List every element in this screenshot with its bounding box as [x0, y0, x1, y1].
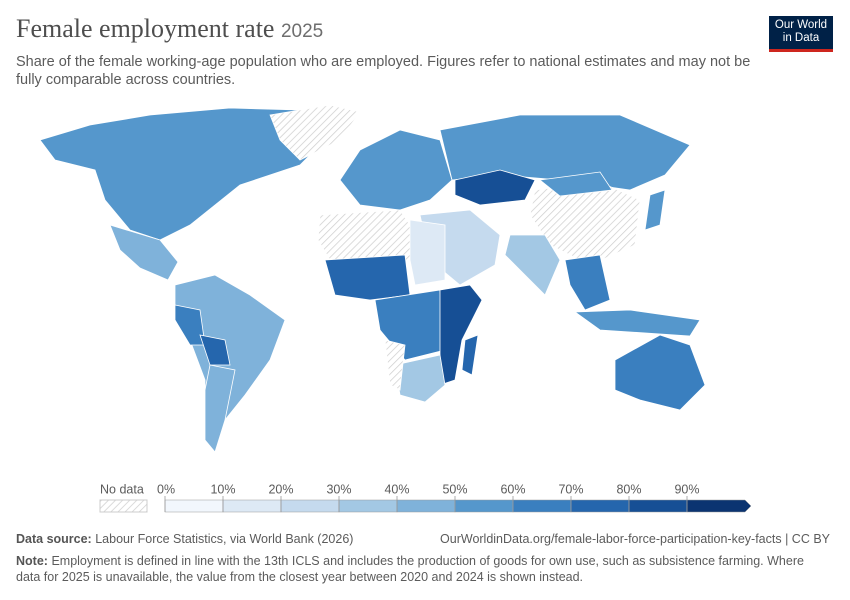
- no-data-swatch: [99, 499, 148, 513]
- region: [174, 274, 286, 451]
- region: [454, 169, 536, 206]
- source: Data source: Labour Force Statistics, vi…: [16, 532, 353, 546]
- region: [614, 334, 706, 411]
- legend-swatch: [396, 499, 456, 513]
- map: No data 0% 10% 20% 30% 40% 50% 60% 70% 80% 90%: [39, 104, 752, 513]
- region: [504, 234, 561, 296]
- legend-tick-label: 50%: [442, 482, 467, 496]
- logo-line: in Data: [782, 32, 820, 44]
- no-data-region: [269, 104, 361, 161]
- no-data-region: [384, 339, 406, 391]
- no-data-region: [317, 209, 421, 261]
- region: [539, 171, 613, 197]
- legend-tick-label: 60%: [500, 482, 525, 496]
- region: [199, 334, 231, 366]
- title: Female employment rate: [16, 14, 275, 43]
- region: [174, 304, 206, 346]
- legend-swatch: [570, 499, 630, 513]
- note-label: Note:: [16, 554, 48, 568]
- region: [324, 254, 411, 301]
- legend-swatch: [628, 499, 688, 513]
- legend-swatch: [454, 499, 514, 513]
- region: [39, 107, 331, 241]
- region: [439, 284, 483, 386]
- logo-line: Our World: [774, 19, 828, 31]
- legend-swatch: [280, 499, 340, 513]
- region: [644, 189, 666, 231]
- legend-tick-label: 10%: [210, 482, 235, 496]
- legend-tick-label: 80%: [616, 482, 641, 496]
- source-label: Data source:: [16, 532, 92, 546]
- note-text: Employment is defined in line with the 1…: [16, 554, 804, 584]
- region: [339, 129, 453, 211]
- region: [109, 224, 179, 281]
- region: [461, 334, 479, 376]
- legend-swatch: [512, 499, 572, 513]
- legend-tick-label: 20%: [268, 482, 293, 496]
- legend-swatch: [222, 499, 282, 513]
- legend-tick-label: 0%: [157, 482, 175, 496]
- legend-tick-label: 90%: [674, 482, 699, 496]
- legend-swatch: [338, 499, 398, 513]
- legend-tick-label: 30%: [326, 482, 351, 496]
- legend-tick-label: 70%: [558, 482, 583, 496]
- year: 2025: [280, 21, 324, 42]
- region: [573, 309, 701, 337]
- subtitle: Share of the female working-age populati…: [16, 54, 751, 88]
- region: [374, 289, 446, 361]
- legend-swatch: [686, 499, 752, 513]
- no-data-label: No data: [100, 482, 144, 496]
- source-text: Labour Force Statistics, via World Bank …: [95, 532, 354, 546]
- legend-swatch: [164, 499, 224, 513]
- region: [409, 219, 446, 286]
- title-block: Female employment rate 2025: [16, 14, 323, 44]
- note: Note: Employment is defined in line with…: [16, 553, 831, 585]
- region: [564, 254, 611, 311]
- logo[interactable]: Our World in Data: [769, 16, 833, 52]
- region: [204, 364, 236, 453]
- legend-tick-label: 40%: [384, 482, 409, 496]
- url[interactable]: OurWorldinData.org/female-labor-force-pa…: [440, 532, 830, 546]
